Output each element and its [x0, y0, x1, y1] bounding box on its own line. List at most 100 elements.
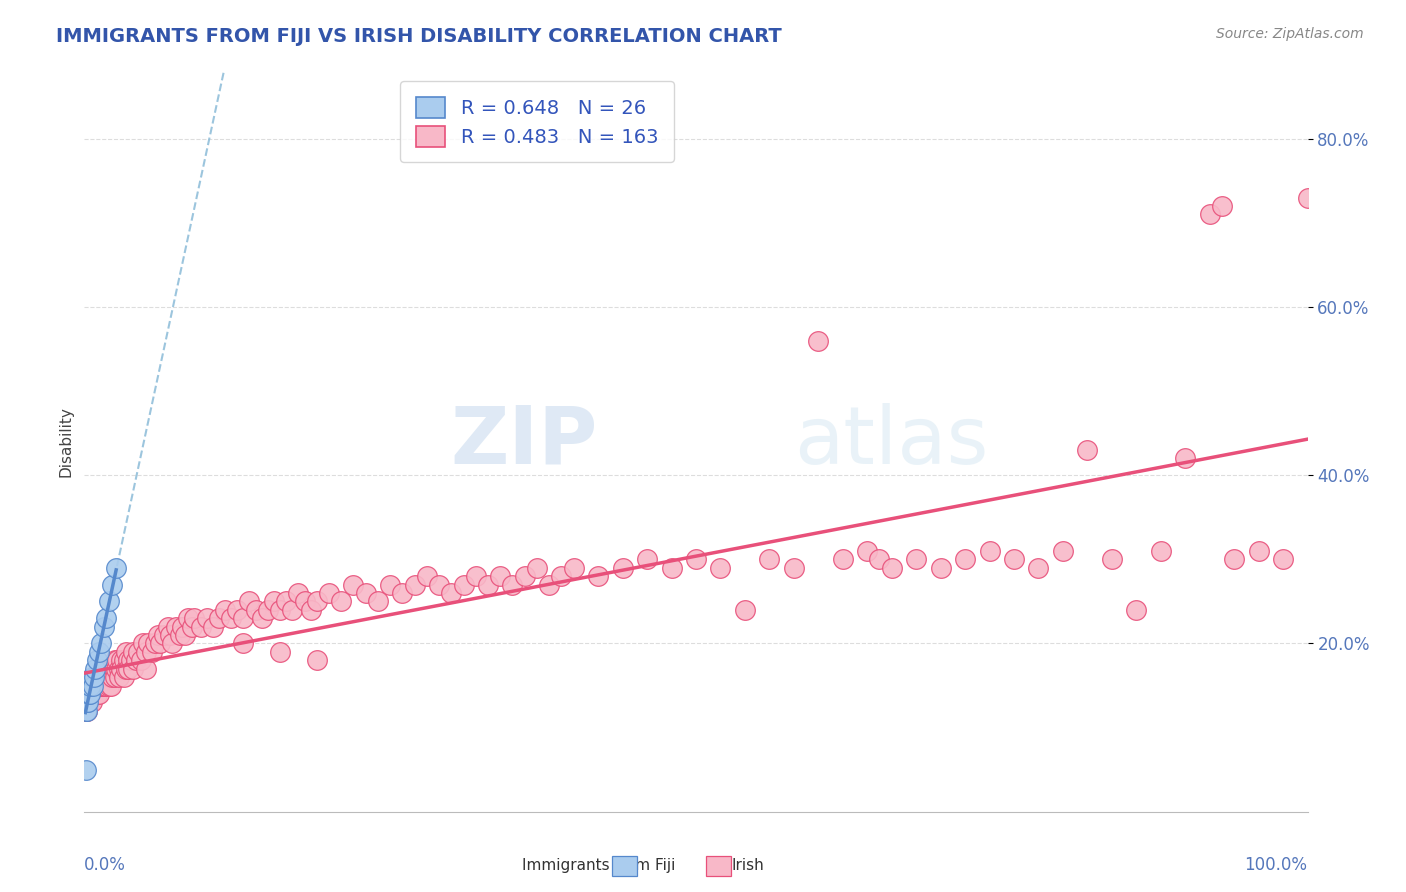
Point [129, 653, 152, 667]
Point [84, 679, 107, 693]
Text: IMMIGRANTS FROM FIJI VS IRISH DISABILITY CORRELATION CHART: IMMIGRANTS FROM FIJI VS IRISH DISABILITY… [56, 27, 782, 45]
Point [143, 636, 166, 650]
Point [1211, 199, 1233, 213]
Point [75, 704, 97, 718]
Point [87, 679, 110, 693]
Point [87, 670, 110, 684]
Point [117, 662, 139, 676]
Point [263, 594, 285, 608]
Text: Irish: Irish [731, 858, 763, 872]
Point [82, 679, 104, 693]
Point [76, 695, 98, 709]
Point [77, 679, 100, 693]
Point [232, 636, 254, 650]
Point [90, 670, 112, 684]
Point [354, 586, 377, 600]
Point [79, 687, 101, 701]
Point [89, 670, 111, 684]
Point [104, 670, 127, 684]
Point [1101, 552, 1123, 566]
Point [132, 636, 155, 650]
Point [550, 569, 572, 583]
Point [135, 645, 157, 659]
Legend: R = 0.648   N = 26, R = 0.483   N = 163: R = 0.648 N = 26, R = 0.483 N = 163 [401, 81, 673, 162]
Point [477, 577, 499, 591]
Point [110, 653, 132, 667]
Point [758, 552, 780, 566]
Point [257, 603, 280, 617]
Point [84, 662, 107, 676]
Point [117, 653, 139, 667]
Point [1272, 552, 1295, 566]
Point [342, 577, 364, 591]
Point [105, 560, 128, 574]
Point [75, 687, 97, 701]
Point [94, 670, 117, 684]
Point [107, 662, 129, 676]
Point [110, 662, 132, 676]
Point [141, 645, 163, 659]
Point [1052, 544, 1074, 558]
Point [77, 695, 100, 709]
Point [93, 670, 115, 684]
Point [783, 560, 806, 574]
Point [245, 603, 267, 617]
Point [586, 569, 609, 583]
Point [105, 662, 128, 676]
Point [105, 653, 128, 667]
Point [136, 636, 159, 650]
Point [1002, 552, 1025, 566]
Point [489, 569, 512, 583]
Point [103, 662, 125, 676]
Point [79, 679, 101, 693]
Point [83, 679, 105, 693]
Point [269, 603, 291, 617]
Point [77, 695, 100, 709]
Point [156, 619, 179, 633]
Point [1076, 442, 1098, 457]
Point [101, 577, 124, 591]
Point [80, 670, 103, 684]
Point [1198, 207, 1220, 221]
Point [79, 679, 101, 693]
Point [75, 695, 97, 709]
Y-axis label: Disability: Disability [58, 406, 73, 477]
Point [97, 662, 120, 676]
Point [76, 679, 98, 693]
Point [177, 611, 200, 625]
Point [1150, 544, 1173, 558]
Point [87, 687, 110, 701]
Point [1174, 451, 1197, 466]
Point [83, 670, 105, 684]
Point [276, 594, 298, 608]
Point [112, 653, 135, 667]
Point [80, 695, 103, 709]
Point [83, 687, 105, 701]
Point [75, 679, 97, 693]
Point [83, 670, 105, 684]
Point [929, 560, 952, 574]
Point [1296, 190, 1319, 204]
Point [734, 603, 756, 617]
Point [281, 603, 304, 617]
Point [79, 687, 101, 701]
Point [122, 662, 145, 676]
Point [173, 628, 195, 642]
Point [94, 662, 117, 676]
Point [183, 611, 205, 625]
Point [953, 552, 976, 566]
Point [77, 695, 100, 709]
Point [453, 577, 475, 591]
Point [104, 653, 127, 667]
Point [101, 670, 124, 684]
Point [287, 586, 309, 600]
Point [159, 628, 181, 642]
Point [416, 569, 439, 583]
Point [305, 653, 328, 667]
Point [856, 544, 879, 558]
Point [685, 552, 707, 566]
Point [75, 695, 97, 709]
Point [709, 560, 731, 574]
Point [169, 628, 191, 642]
Point [979, 544, 1001, 558]
